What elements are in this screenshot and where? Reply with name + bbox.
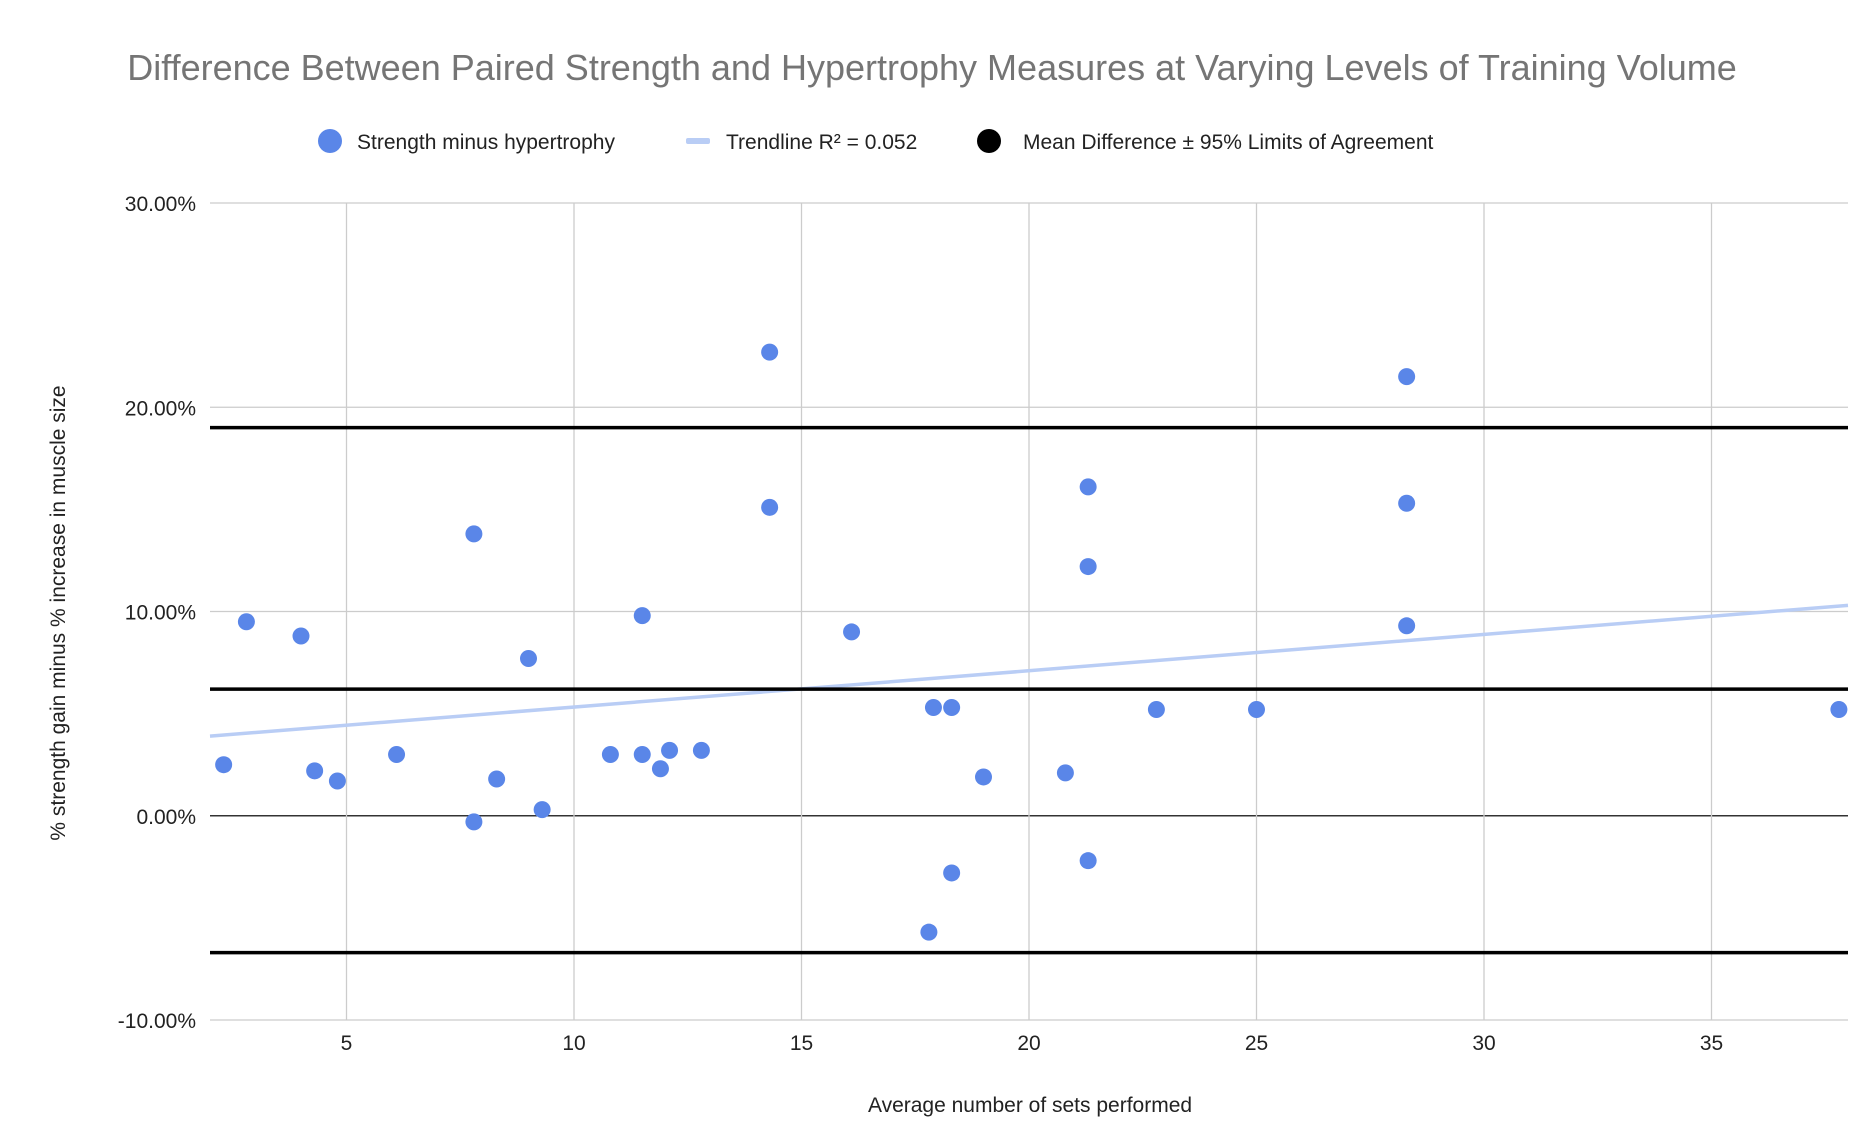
legend-label-trendline: Trendline R² = 0.052 — [726, 131, 917, 154]
trendline-layer — [209, 603, 1849, 738]
data-point — [761, 498, 779, 516]
data-point — [1079, 558, 1097, 576]
data-point — [1398, 494, 1416, 512]
y-tick-label: 30.00% — [125, 193, 196, 216]
legend-label-mean-difference: Mean Difference ± 95% Limits of Agreemen… — [1023, 131, 1434, 154]
data-points — [215, 343, 1848, 941]
data-point — [292, 627, 310, 645]
data-point — [761, 343, 779, 361]
data-point — [943, 698, 961, 716]
data-point — [651, 760, 669, 778]
data-point — [1079, 852, 1097, 870]
x-axis-ticks: 5 10 15 20 25 30 35 — [341, 1032, 1724, 1055]
reference-lines — [210, 425, 1848, 955]
y-tick-label: 10.00% — [125, 602, 196, 625]
y-axis-label: % strength gain minus % increase in musc… — [47, 385, 70, 840]
y-tick-label: -10.00% — [118, 1010, 196, 1033]
gridlines — [210, 202, 1848, 1021]
data-point — [692, 741, 710, 759]
data-point — [1248, 701, 1265, 719]
data-point — [237, 613, 255, 631]
x-tick-label: 25 — [1245, 1032, 1268, 1055]
legend-item-mean-difference: Mean Difference ± 95% Limits of Agreemen… — [977, 129, 1434, 154]
legend: Strength minus hypertrophy Trendline R² … — [318, 129, 1434, 154]
legend-item-trendline: Trendline R² = 0.052 — [686, 131, 917, 154]
data-point — [1079, 478, 1097, 496]
data-point — [520, 649, 537, 667]
data-point — [488, 770, 506, 788]
data-point — [1056, 764, 1074, 782]
data-point — [388, 745, 406, 763]
data-point — [601, 745, 619, 763]
data-point — [533, 801, 551, 819]
data-point — [1398, 617, 1416, 635]
x-tick-label: 35 — [1700, 1032, 1723, 1055]
y-tick-label: 20.00% — [125, 397, 196, 420]
legend-marker-trendline — [686, 138, 710, 144]
data-point — [920, 923, 938, 941]
data-point — [975, 768, 992, 786]
data-point — [633, 745, 651, 763]
x-tick-label: 10 — [562, 1032, 585, 1055]
data-point — [1830, 701, 1848, 719]
data-point — [661, 741, 679, 759]
y-axis-ticks: -10.00% 0.00% 10.00% 20.00% 30.00% — [118, 193, 196, 1033]
legend-marker-mean-difference — [977, 129, 1001, 153]
data-point — [1398, 368, 1416, 386]
data-point — [943, 864, 961, 882]
x-tick-label: 30 — [1472, 1032, 1495, 1055]
data-point — [843, 623, 861, 641]
x-tick-label: 5 — [341, 1032, 353, 1055]
legend-item-strength-minus-hypertrophy: Strength minus hypertrophy — [318, 129, 615, 154]
legend-label-strength-minus-hypertrophy: Strength minus hypertrophy — [357, 131, 615, 154]
y-tick-label: 0.00% — [136, 806, 196, 829]
data-point — [1147, 701, 1165, 719]
data-point — [465, 525, 483, 543]
legend-marker-strength-minus-hypertrophy — [318, 129, 342, 153]
data-point — [924, 698, 942, 716]
trendline — [209, 603, 1849, 738]
data-point — [465, 813, 483, 831]
data-point — [306, 762, 324, 780]
x-axis-label: Average number of sets performed — [868, 1094, 1192, 1117]
x-tick-label: 20 — [1017, 1032, 1040, 1055]
data-point — [215, 756, 233, 774]
chart-title: Difference Between Paired Strength and H… — [127, 47, 1737, 88]
data-point — [633, 607, 651, 625]
x-tick-label: 15 — [790, 1032, 813, 1055]
data-point — [328, 772, 346, 790]
